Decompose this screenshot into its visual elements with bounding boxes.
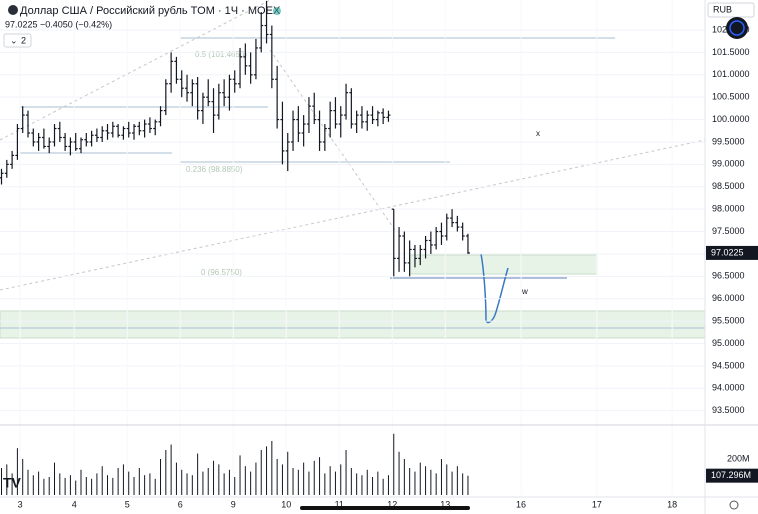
- logo: TV: [3, 475, 22, 491]
- user-icon[interactable]: [726, 17, 748, 39]
- status-dot: [273, 7, 281, 15]
- trend-line: [0, 139, 706, 291]
- y-tick-label: 94.0000: [712, 383, 745, 393]
- trend-line: [269, 49, 396, 231]
- x-tick-label: 5: [125, 499, 130, 509]
- x-tick-label: 3: [18, 499, 23, 509]
- x-tick-label: 4: [72, 499, 77, 509]
- y-tick-label: 94.5000: [712, 360, 745, 370]
- x-tick-label: 16: [516, 499, 526, 509]
- trend-line: [0, 0, 271, 141]
- y-tick-label: 95.5000: [712, 315, 745, 325]
- y-tick-label: 95.0000: [712, 338, 745, 348]
- collapse-arrow: ⌄: [10, 35, 18, 45]
- y-tick-label: 100.5000: [712, 92, 750, 102]
- x-tick-label: 18: [667, 499, 677, 509]
- y-tick-label: 99.0000: [712, 159, 745, 169]
- fib-label: 0 (96.5750): [201, 268, 242, 277]
- quote: 97.0225 −0.4050 (−0.42%): [5, 19, 112, 29]
- y-tick-label: 93.5000: [712, 405, 745, 415]
- price-label: 97.0225: [711, 247, 744, 257]
- y-tick-label: 101.0000: [712, 69, 750, 79]
- y-tick-label: 97.5000: [712, 226, 745, 236]
- x-tick-label: 10: [281, 499, 291, 509]
- chart-title: Доллар США / Российский рубль TOM · 1Ч ·…: [20, 5, 281, 17]
- collapse-count: 2: [21, 35, 26, 45]
- y-tick-label: 96.5000: [712, 271, 745, 281]
- x-tick-label: 6: [178, 499, 183, 509]
- marker: x: [536, 129, 540, 138]
- x-tick-label: 13: [440, 499, 450, 509]
- volume-label: 107.296M: [711, 470, 751, 480]
- user-icon-ring: [729, 20, 745, 36]
- x-tick-label: 9: [231, 499, 236, 509]
- x-tick-label: 11: [335, 499, 344, 509]
- y-tick-label: 98.0000: [712, 204, 745, 214]
- currency-button[interactable]: [707, 2, 755, 18]
- y-tick-label: 99.5000: [712, 136, 745, 146]
- marker: w: [521, 287, 528, 296]
- x-tick-label: 17: [592, 499, 602, 509]
- currency: RUB: [713, 4, 732, 14]
- y-tick-label: 100.0000: [712, 114, 750, 124]
- collapse-button[interactable]: [3, 33, 32, 48]
- zone: [409, 254, 598, 275]
- y-tick-label: 101.5000: [712, 47, 750, 57]
- y-tick-label: 96.0000: [712, 293, 745, 303]
- volume-tick-label: 200M: [727, 453, 750, 463]
- fib-label: 0.236 (98.8850): [186, 165, 243, 174]
- x-tick-label: 12: [387, 499, 397, 509]
- fib-label: 0.5 (101.4650): [195, 50, 247, 59]
- symbol-icon: [8, 5, 18, 15]
- plot: [0, 0, 705, 495]
- price-label-box: [706, 245, 758, 260]
- settings-button[interactable]: [729, 500, 739, 510]
- scrollbar: [300, 506, 470, 510]
- volume-label-box: [706, 468, 758, 483]
- zone: [0, 310, 706, 339]
- y-tick-label: 98.5000: [712, 181, 745, 191]
- hand-drawn-curve: [480, 253, 509, 324]
